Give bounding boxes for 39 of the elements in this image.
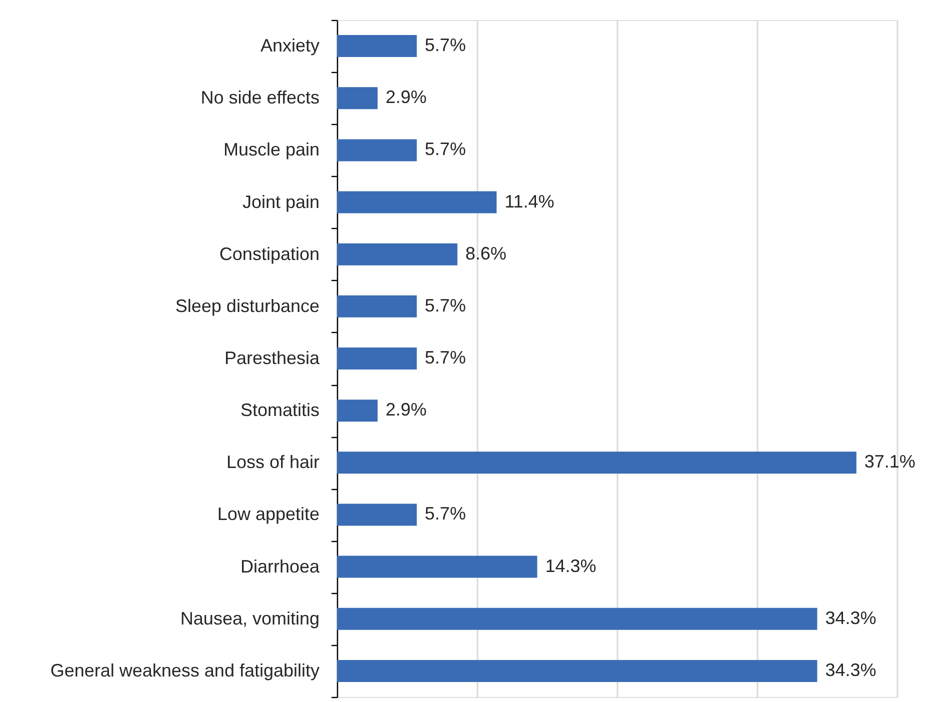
y-tick-label: Diarrhoea	[240, 556, 320, 576]
y-tick-label: Paresthesia	[224, 348, 320, 368]
y-tick-label: Constipation	[219, 244, 320, 264]
data-label: 5.7%	[424, 139, 466, 160]
data-label: 5.7%	[424, 35, 466, 56]
data-label: 8.6%	[465, 243, 506, 264]
y-tick-label: Low appetite	[217, 504, 320, 524]
bar	[337, 504, 417, 526]
bar	[337, 35, 417, 58]
y-tick-label: Stomatitis	[240, 400, 320, 420]
data-label: 34.3%	[825, 608, 876, 628]
bar	[337, 348, 417, 370]
data-label: 11.4%	[504, 191, 554, 212]
bar	[337, 660, 818, 682]
bar	[337, 139, 417, 162]
data-label: 14.3%	[545, 556, 596, 576]
bar	[337, 191, 497, 214]
y-tick-label: Loss of hair	[226, 452, 320, 472]
y-tick-label: No side effects	[200, 88, 320, 108]
y-tick-label: General weakness and fatigability	[50, 660, 320, 680]
y-tick-label: Anxiety	[260, 36, 320, 56]
data-label: 2.9%	[386, 87, 427, 108]
data-label: 5.7%	[424, 348, 466, 368]
bar	[337, 243, 458, 266]
data-label: 2.9%	[386, 400, 427, 420]
bar	[337, 556, 538, 578]
bar	[337, 87, 378, 110]
y-tick-label: Muscle pain	[223, 140, 320, 160]
data-label: 37.1%	[864, 452, 916, 472]
y-tick-label: Nausea, vomiting	[180, 608, 320, 628]
data-label: 34.3%	[825, 660, 876, 680]
bar	[337, 608, 818, 630]
data-label: 5.7%	[424, 504, 466, 524]
y-tick-label: Sleep disturbance	[175, 296, 320, 316]
bar	[337, 452, 856, 474]
bar	[337, 400, 378, 422]
data-label: 5.7%	[424, 295, 466, 316]
bar	[337, 295, 417, 318]
y-tick-label: Joint pain	[242, 192, 320, 212]
